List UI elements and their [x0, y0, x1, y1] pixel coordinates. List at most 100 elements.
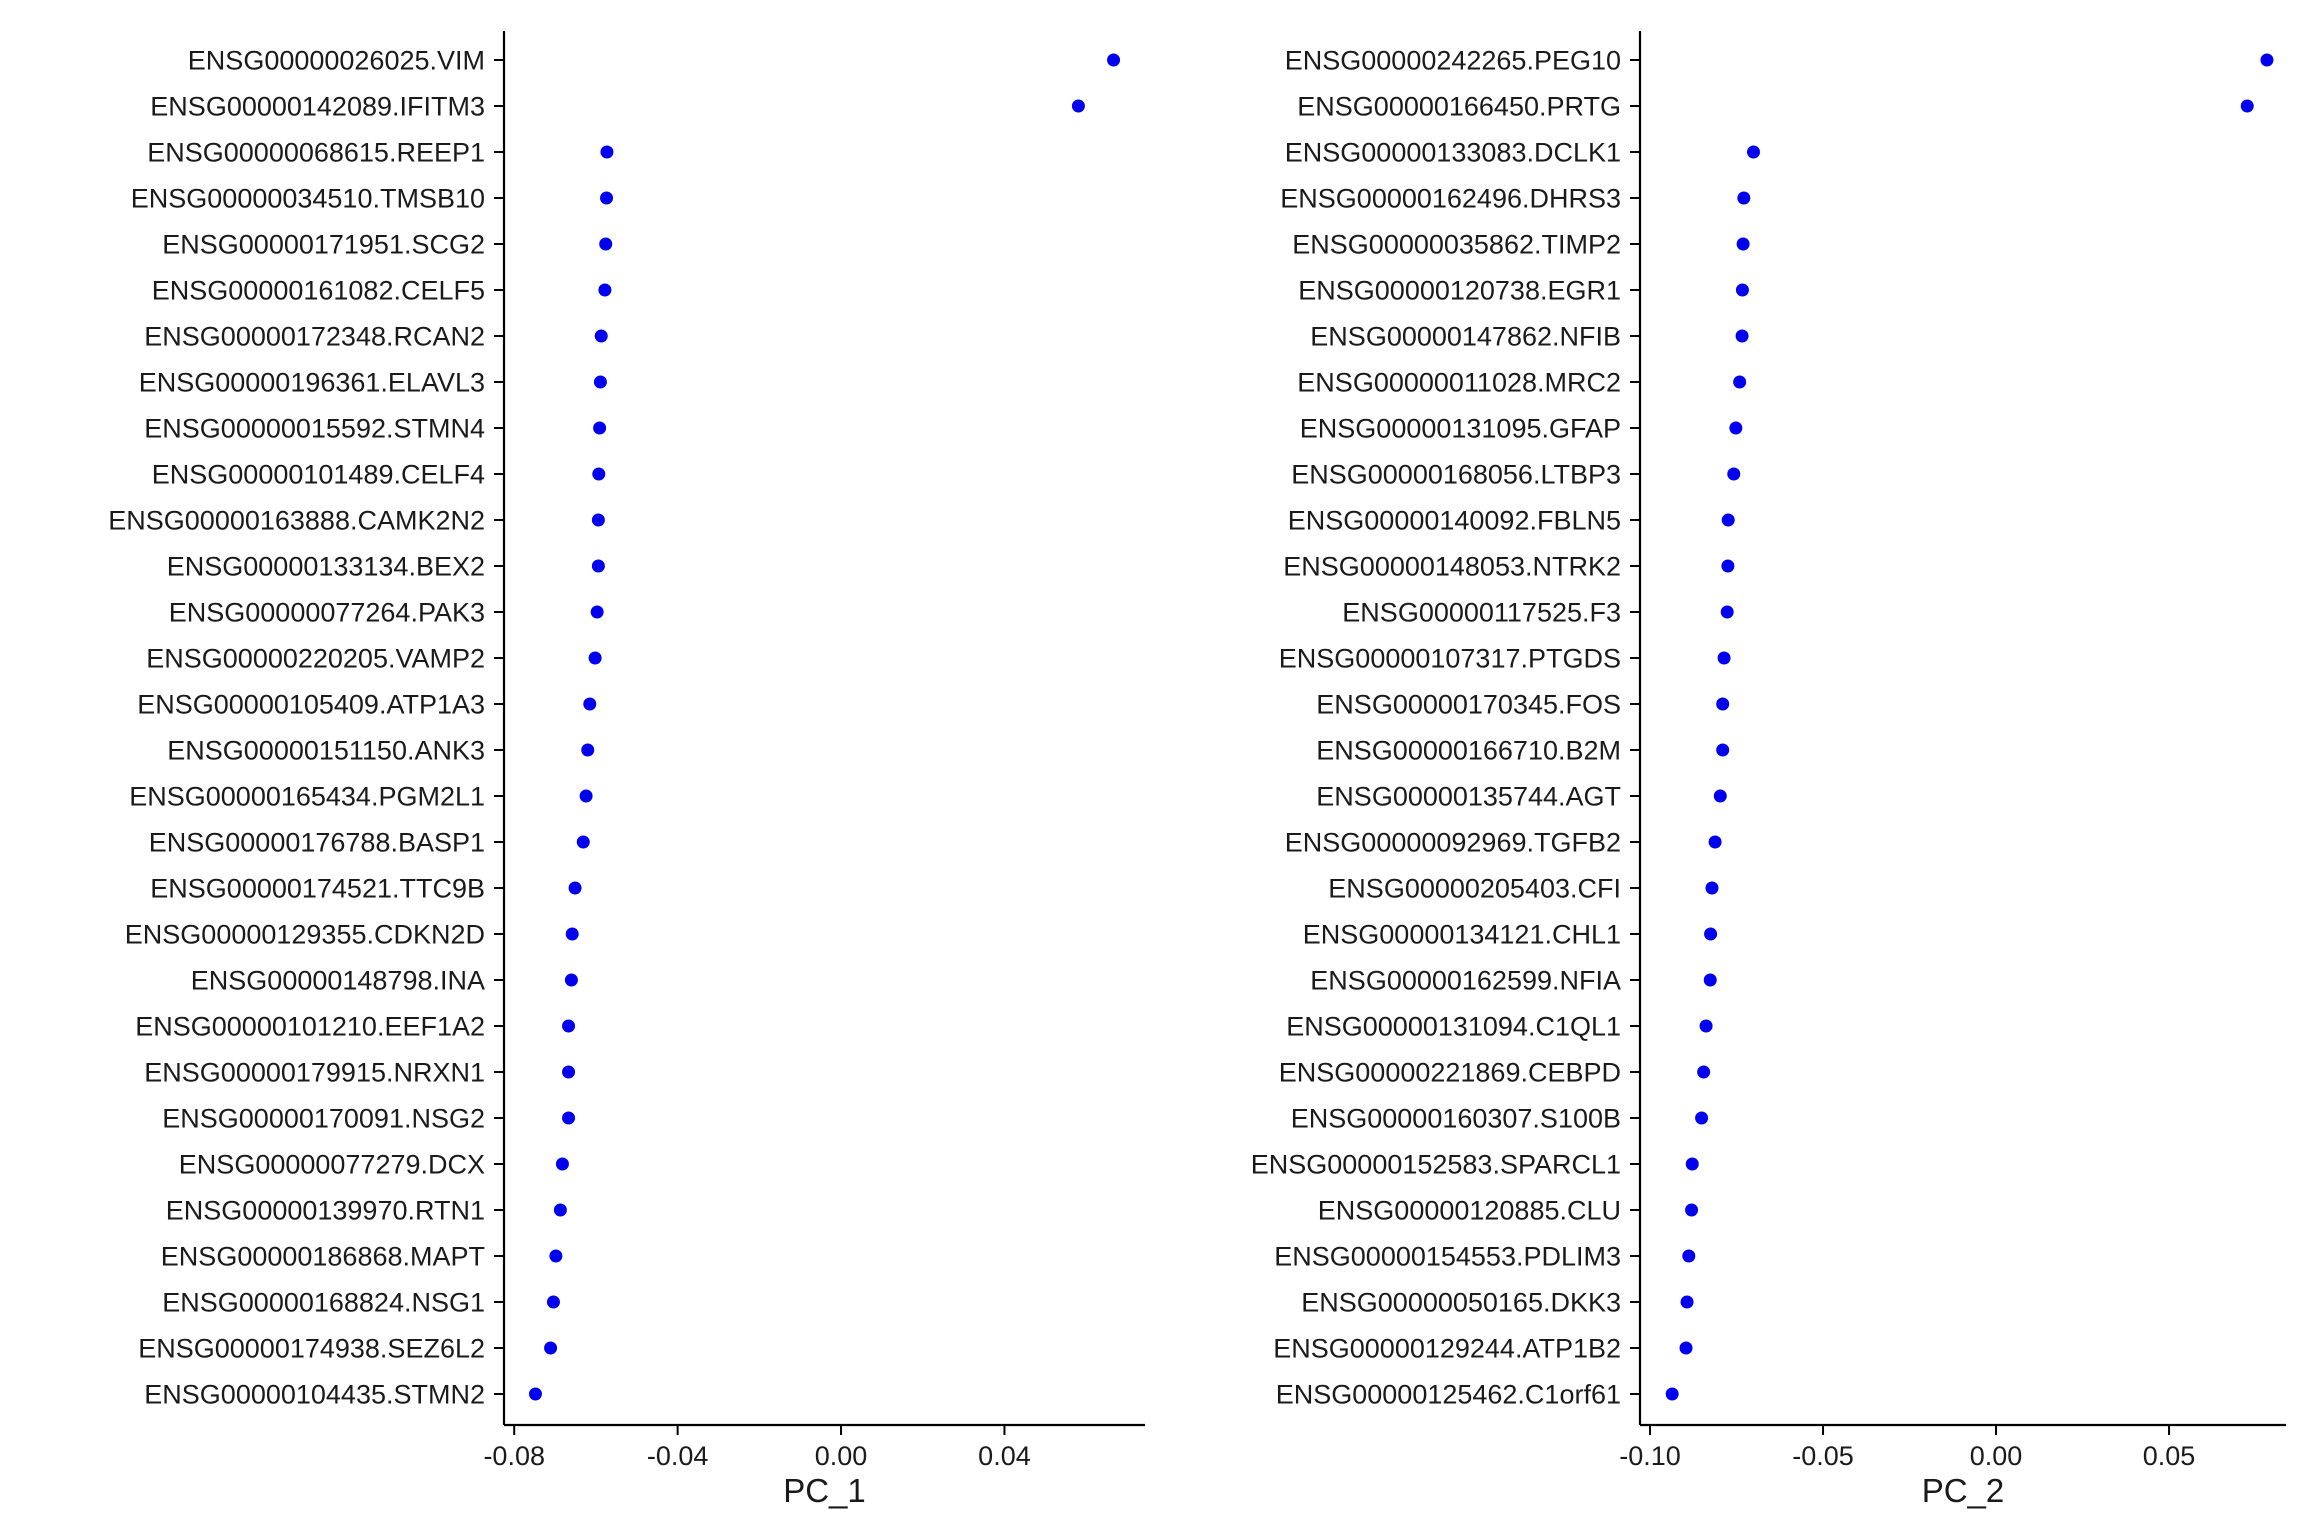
- pc2-gene-label: ENSG00000135744.AGT: [1316, 782, 1621, 812]
- pc2-gene-label: ENSG00000147862.NFIB: [1310, 322, 1621, 352]
- pc2-gene-label: ENSG00000117525.F3: [1342, 598, 1621, 628]
- pc1-gene-label: ENSG00000174938.SEZ6L2: [138, 1334, 485, 1364]
- pc2-gene-label: ENSG00000170345.FOS: [1316, 690, 1621, 720]
- pc1-gene-label: ENSG00000101489.CELF4: [152, 460, 485, 490]
- pc1-gene-label: ENSG00000171951.SCG2: [162, 230, 485, 260]
- pc2-x-tick-label: 0.05: [2143, 1441, 2196, 1471]
- pc2-gene-label: ENSG00000129244.ATP1B2: [1273, 1334, 1621, 1364]
- pc1-loading-point: [568, 881, 582, 895]
- pc1-gene-label: ENSG00000174521.TTC9B: [150, 874, 485, 904]
- pc1-gene-label: ENSG00000105409.ATP1A3: [137, 690, 485, 720]
- pc1-loading-point: [564, 973, 578, 987]
- pc2-loading-point: [1680, 1295, 1694, 1309]
- pc2-x-ticks: -0.10 -0.05 0.00 0.05: [1619, 1425, 2195, 1471]
- pc2-loading-point: [1713, 789, 1727, 803]
- pc2-gene-label: ENSG00000134121.CHL1: [1303, 920, 1621, 950]
- pc2-gene-label: ENSG00000162496.DHRS3: [1280, 184, 1621, 214]
- pc1-loading-point: [594, 329, 608, 343]
- pc2-loading-point: [1705, 881, 1719, 895]
- pc1-loading-point: [553, 1203, 567, 1217]
- pc2-gene-labels: ENSG00000242265.PEG10 ENSG00000166450.PRT…: [1251, 46, 1640, 1410]
- pc1-x-tick-label: -0.04: [647, 1441, 709, 1471]
- pc2-loading-point: [1720, 605, 1734, 619]
- pc2-loading-point: [1703, 973, 1717, 987]
- pc1-loading-point: [562, 1019, 576, 1033]
- pc2-gene-label: ENSG00000120738.EGR1: [1298, 276, 1621, 306]
- pc1-gene-labels: ENSG00000026025.VIM ENSG00000142089.IFITM…: [108, 46, 504, 1410]
- pc2-loading-point: [1708, 835, 1722, 849]
- pc1-gene-label: ENSG00000068615.REEP1: [147, 138, 485, 168]
- pc2-gene-label: ENSG00000125462.C1orf61: [1276, 1380, 1621, 1410]
- pc2-gene-label: ENSG00000035862.TIMP2: [1292, 230, 1621, 260]
- pc1-x-tick-label: -0.08: [483, 1441, 545, 1471]
- pc1-loading-point: [562, 1065, 576, 1079]
- pc2-gene-label: ENSG00000242265.PEG10: [1285, 46, 1621, 76]
- pc2-gene-label: ENSG00000162599.NFIA: [1310, 966, 1621, 996]
- pc1-gene-label: ENSG00000168824.NSG1: [162, 1288, 485, 1318]
- pc2-loading-point: [1736, 237, 1750, 251]
- pc1-loading-point: [593, 375, 607, 389]
- pc1-loading-point: [581, 743, 595, 757]
- pc2-gene-label: ENSG00000166710.B2M: [1316, 736, 1621, 766]
- pc2-gene-label: ENSG00000011028.MRC2: [1297, 368, 1621, 398]
- pc1-loading-point: [598, 283, 612, 297]
- pc1-loading-point: [599, 237, 613, 251]
- pc2-gene-label: ENSG00000205403.CFI: [1328, 874, 1621, 904]
- pc2-loading-point: [1721, 559, 1735, 573]
- pc1-gene-label: ENSG00000176788.BASP1: [149, 828, 485, 858]
- pc1-x-ticks: -0.08 -0.04 0.00 0.04: [483, 1425, 1031, 1471]
- pc1-gene-label: ENSG00000034510.TMSB10: [131, 184, 485, 214]
- pc1-gene-label: ENSG00000142089.IFITM3: [150, 92, 485, 122]
- pc2-loading-point: [1716, 697, 1730, 711]
- pc2-gene-label: ENSG00000148053.NTRK2: [1283, 552, 1621, 582]
- pc2-loading-point: [1721, 513, 1735, 527]
- pc2-loading-point: [1735, 283, 1749, 297]
- pc2-gene-label: ENSG00000166450.PRTG: [1297, 92, 1621, 122]
- pc1-gene-label: ENSG00000161082.CELF5: [152, 276, 485, 306]
- pc2-loading-point: [1716, 743, 1730, 757]
- pc1-loading-point: [555, 1157, 569, 1171]
- pc2-loading-point: [1704, 927, 1718, 941]
- pc2-gene-label: ENSG00000120885.CLU: [1318, 1196, 1621, 1226]
- pc1-x-axis-title: PC_1: [783, 1472, 866, 1509]
- pc2-gene-label: ENSG00000107317.PTGDS: [1279, 644, 1621, 674]
- pc1-loading-point: [600, 191, 614, 205]
- pc1-loading-point: [546, 1295, 560, 1309]
- pc2-loading-point: [1699, 1019, 1713, 1033]
- pc1-loading-point: [588, 651, 602, 665]
- pc1-x-tick-label: 0.04: [978, 1441, 1031, 1471]
- pc1-loading-point: [565, 927, 579, 941]
- pc1-points: [528, 53, 1121, 1401]
- pc2-loading-point: [1685, 1203, 1699, 1217]
- pc2-gene-label: ENSG00000160307.S100B: [1291, 1104, 1621, 1134]
- pc2-gene-label: ENSG00000092969.TGFB2: [1285, 828, 1621, 858]
- pc1-x-tick-label: 0.00: [815, 1441, 868, 1471]
- pc1-gene-label: ENSG00000104435.STMN2: [144, 1380, 485, 1410]
- pc2-gene-label: ENSG00000131095.GFAP: [1300, 414, 1621, 444]
- pc2-loading-point: [1665, 1387, 1679, 1401]
- pc2-loading-point: [1737, 191, 1751, 205]
- pc2-x-axis-title: PC_2: [1922, 1472, 2005, 1509]
- pc1-gene-label: ENSG00000129355.CDKN2D: [125, 920, 485, 950]
- pc1-gene-label: ENSG00000077279.DCX: [179, 1150, 485, 1180]
- pc1-gene-label: ENSG00000220205.VAMP2: [146, 644, 485, 674]
- pc2-loading-point: [1746, 145, 1760, 159]
- pc2-loading-point: [1695, 1111, 1709, 1125]
- pc2-loading-point: [1685, 1157, 1699, 1171]
- pc2-gene-label: ENSG00000131094.C1QL1: [1286, 1012, 1621, 1042]
- pc2-loading-point: [1735, 329, 1749, 343]
- pc2-loading-point: [1717, 651, 1731, 665]
- pc2-x-tick-label: 0.00: [1970, 1441, 2023, 1471]
- pc1-loading-point: [583, 697, 597, 711]
- pc1-gene-label: ENSG00000172348.RCAN2: [144, 322, 485, 352]
- pc1-loading-point: [592, 467, 606, 481]
- pc1-loading-point: [549, 1249, 563, 1263]
- pc1-loading-point: [579, 789, 593, 803]
- pc2-loading-point: [1729, 421, 1743, 435]
- pc2-x-tick-label: -0.10: [1619, 1441, 1681, 1471]
- pc1-loading-point: [591, 513, 605, 527]
- pc2-loading-point: [1697, 1065, 1711, 1079]
- pc1-gene-label: ENSG00000139970.RTN1: [166, 1196, 485, 1226]
